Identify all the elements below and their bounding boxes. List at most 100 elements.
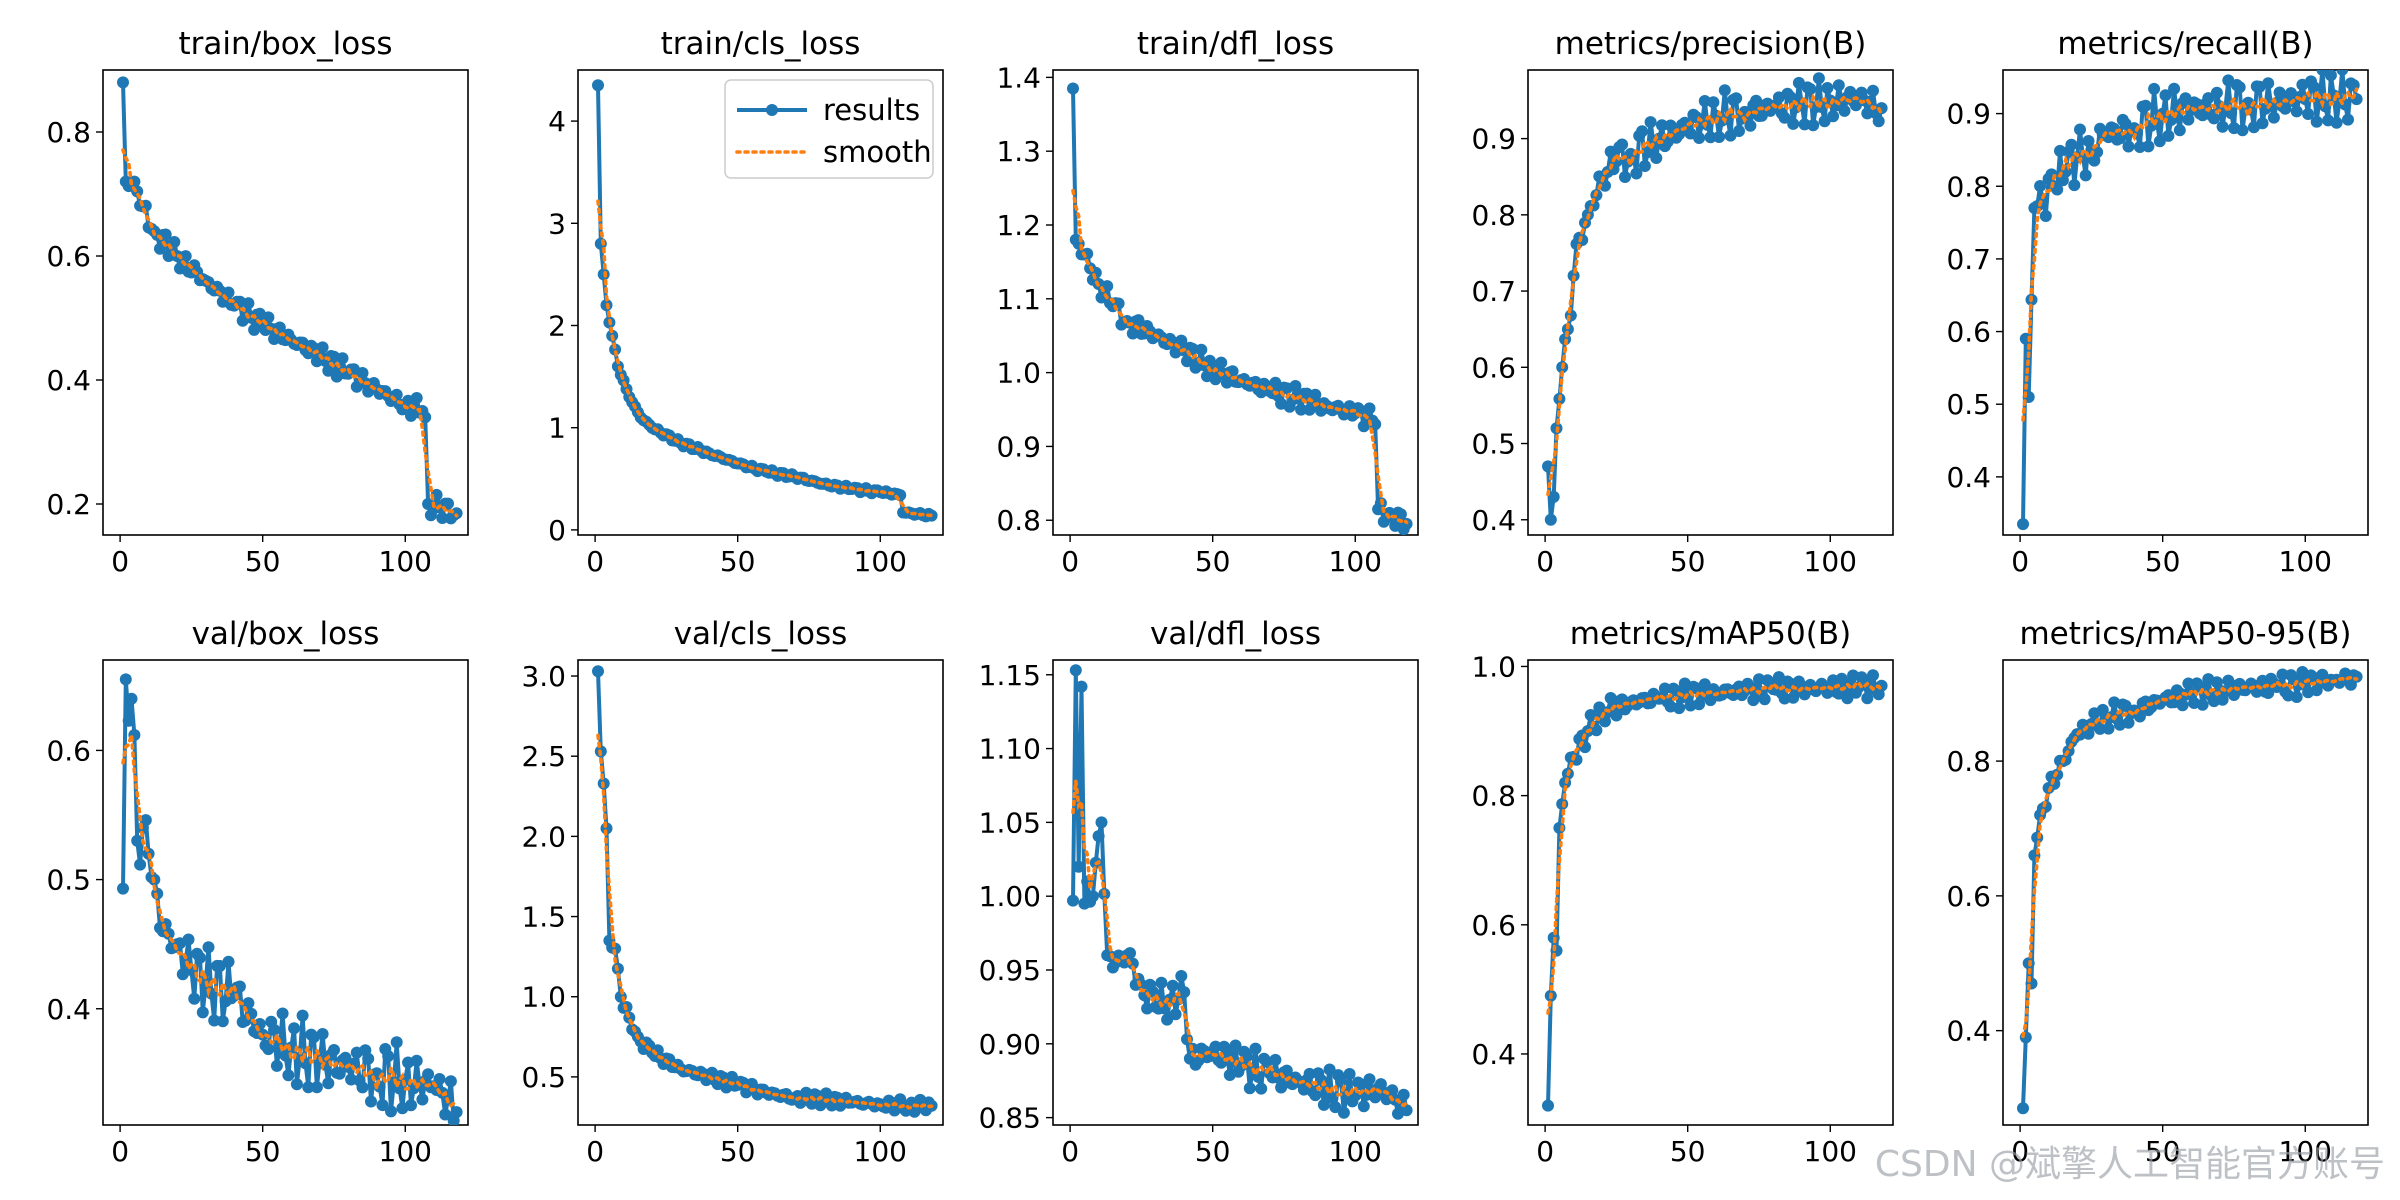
results-point <box>196 1006 209 1019</box>
results-point <box>1867 84 1879 97</box>
results-point <box>2068 179 2081 192</box>
results-point <box>1178 986 1191 999</box>
results-point <box>1827 110 1840 123</box>
results-point <box>117 76 129 89</box>
results-point <box>316 341 329 354</box>
results-point <box>302 1081 315 1094</box>
results-point <box>2324 70 2337 82</box>
results-point <box>2290 691 2303 703</box>
results-point <box>290 1078 303 1091</box>
results-point <box>2236 124 2249 137</box>
results-point <box>188 992 201 1005</box>
results-point <box>1126 327 1139 340</box>
results-point <box>2173 124 2186 137</box>
x-tick-label: 0 <box>586 1135 604 1168</box>
results-point <box>125 692 138 705</box>
results-point <box>2262 77 2275 90</box>
results-point <box>119 673 132 686</box>
results-point <box>2279 102 2292 115</box>
results-point <box>1844 85 1857 98</box>
results-point <box>336 352 349 365</box>
results-point <box>2074 123 2086 136</box>
plot-area <box>2017 70 2363 531</box>
results-point <box>1650 152 1663 164</box>
results-point <box>194 951 206 964</box>
results-point <box>1240 1050 1253 1063</box>
x-tick-label: 50 <box>1670 545 1706 578</box>
results-point <box>2267 111 2280 124</box>
results-point <box>2276 668 2289 681</box>
results-point <box>2142 140 2155 153</box>
results-point <box>2051 183 2064 196</box>
results-point <box>1323 1063 1336 1076</box>
results-point <box>1386 1084 1399 1097</box>
results-point <box>1867 669 1879 682</box>
y-tick-label: 0.9 <box>1471 123 1516 156</box>
plot-area <box>1067 664 1413 1120</box>
results-point <box>208 1014 221 1027</box>
results-point <box>410 1054 423 1067</box>
results-point <box>439 1108 452 1121</box>
results-point <box>2122 716 2135 729</box>
y-tick-label: 0.90 <box>979 1028 1041 1061</box>
results-point <box>1704 131 1717 144</box>
results-point <box>168 236 181 248</box>
x-tick-label: 50 <box>1195 1135 1231 1168</box>
results-point <box>2273 86 2286 99</box>
results-point <box>268 333 281 345</box>
results-point <box>1086 890 1099 903</box>
results-point <box>1638 160 1651 172</box>
y-tick-label: 0.6 <box>1471 351 1516 384</box>
legend-smooth-label: smooth <box>823 135 932 169</box>
y-tick-label: 1.10 <box>979 733 1041 766</box>
y-tick-label: 1.1 <box>996 283 1041 316</box>
results-point <box>450 1106 463 1119</box>
smooth-line <box>1546 93 1884 497</box>
x-tick-label: 0 <box>2011 545 2029 578</box>
results-point <box>1394 508 1407 521</box>
y-tick-label: 0.6 <box>1946 316 1991 349</box>
results-point <box>1369 418 1382 431</box>
legend: results smooth <box>724 79 934 179</box>
results-point <box>1778 111 1791 124</box>
results-point <box>233 980 246 993</box>
results-point <box>1733 125 1745 137</box>
results-point <box>159 228 172 241</box>
results-point <box>1289 380 1302 392</box>
watermark: CSDN @斌擎人工智能官方账号 <box>1875 1144 2385 1185</box>
smooth-line <box>121 734 459 1109</box>
results-point <box>1067 82 1079 95</box>
y-tick-label: 0.7 <box>1471 275 1516 308</box>
results-point <box>356 367 369 379</box>
results-point <box>328 1044 340 1056</box>
y-tick-label: 1.2 <box>996 209 1041 242</box>
axes-frame <box>577 69 944 536</box>
results-point <box>1069 664 1082 677</box>
results-point <box>248 323 261 336</box>
results-point <box>1363 402 1376 415</box>
results-point <box>410 392 423 404</box>
results-point <box>1599 179 1611 192</box>
subplot-title: train/box_loss <box>178 26 392 62</box>
results-point <box>436 512 449 524</box>
smooth-line <box>596 733 934 1110</box>
results-point <box>1658 682 1671 695</box>
y-tick-label: 0.5 <box>1946 388 1991 421</box>
results-point <box>1132 314 1145 327</box>
x-tick-label: 0 <box>586 545 604 578</box>
results-point <box>2210 86 2223 99</box>
results-point <box>268 1023 281 1036</box>
axes-frame <box>102 659 469 1126</box>
results-point <box>2153 135 2166 148</box>
results-point <box>270 1059 283 1072</box>
results-point <box>1872 115 1885 128</box>
smooth-line <box>121 148 459 518</box>
axes-frame <box>2002 69 2369 536</box>
axes-frame <box>1527 659 1894 1126</box>
results-point <box>2350 670 2363 683</box>
y-tick-label: 3 <box>548 207 566 240</box>
results-point <box>202 941 215 954</box>
legend-results-label: results <box>823 93 920 127</box>
